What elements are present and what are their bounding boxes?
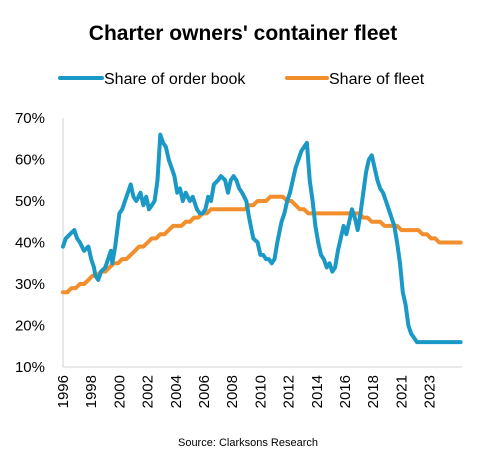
legend-label-order-book: Share of order book <box>104 71 246 88</box>
y-tick-label: 30% <box>15 276 45 293</box>
x-tick-label: 1996 <box>55 375 72 408</box>
y-tick-label: 20% <box>15 318 45 335</box>
x-tick-label: 2021 <box>393 375 410 408</box>
legend: Share of order book Share of fleet <box>58 71 425 88</box>
x-tick-label: 2014 <box>309 375 326 408</box>
x-tick-label: 2023 <box>422 375 439 408</box>
y-tick-label: 70% <box>15 110 45 127</box>
y-tick-label: 40% <box>15 235 45 252</box>
x-tick-label: 2004 <box>168 375 185 408</box>
y-tick-label: 10% <box>15 359 45 376</box>
x-tick-label: 2006 <box>196 375 213 408</box>
series-layer <box>61 132 463 345</box>
x-tick-label: 1998 <box>83 375 100 408</box>
x-tick-label: 2016 <box>337 375 354 408</box>
x-tick-label: 2012 <box>281 375 298 408</box>
y-axis-tick-labels: 10% 20% 30% 40% 50% 60% 70% <box>15 110 45 376</box>
x-tick-label: 2000 <box>111 375 128 408</box>
source-note: Source: Clarksons Research <box>178 437 318 449</box>
x-tick-label: 2010 <box>252 375 269 408</box>
x-tick-label: 2008 <box>224 375 241 408</box>
y-tick-label: 50% <box>15 193 45 210</box>
legend-label-fleet: Share of fleet <box>329 71 425 88</box>
chart-title: Charter owners' container fleet <box>89 22 397 45</box>
x-tick-label: 2018 <box>365 375 382 408</box>
y-tick-label: 60% <box>15 152 45 169</box>
x-axis-tick-labels: 1996 1998 2000 2002 2004 2006 2008 2010 2012 2014… <box>55 375 439 408</box>
series-line-order-book <box>61 132 463 345</box>
x-tick-label: 2002 <box>140 375 157 408</box>
